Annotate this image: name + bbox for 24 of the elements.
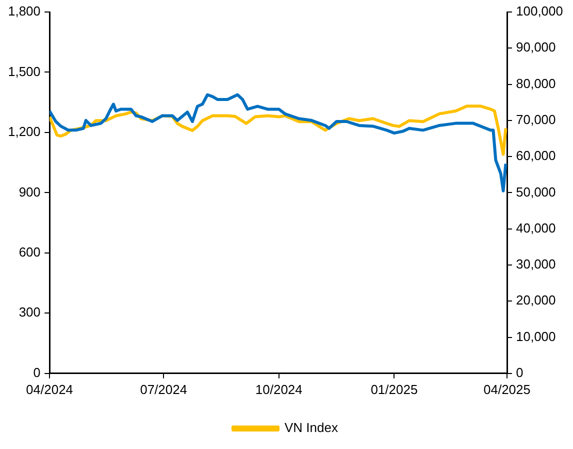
y-tick-label: 1,500 xyxy=(8,64,41,79)
y2-tick-label: 0 xyxy=(516,364,524,380)
x-tick-label: 07/2024 xyxy=(140,382,188,397)
y-tick-label: 1,800 xyxy=(8,4,41,19)
y2-tick-label: 50,000 xyxy=(516,184,556,200)
legend-label: VN Index xyxy=(284,420,338,436)
y-tick-label: 600 xyxy=(18,244,41,260)
y-tick-label: 300 xyxy=(18,304,41,320)
x-tick-label: 04/2025 xyxy=(484,382,531,397)
y2-tick-label: 30,000 xyxy=(516,256,556,272)
y2-tick-label: 10,000 xyxy=(516,328,556,344)
y2-tick-label: 100,000 xyxy=(516,4,564,19)
y2-tick-label: 60,000 xyxy=(516,148,556,164)
y-tick-label: 1,200 xyxy=(8,124,41,140)
x-tick-label: 04/2024 xyxy=(26,382,74,397)
x-tick-label: 10/2024 xyxy=(255,382,302,397)
y-tick-label: 900 xyxy=(18,184,41,200)
y2-tick-label: 70,000 xyxy=(516,112,556,127)
y2-tick-label: 20,000 xyxy=(516,292,556,308)
y2-tick-label: 40,000 xyxy=(516,220,556,236)
y2-tick-label: 90,000 xyxy=(516,40,556,55)
y-tick-label: 0 xyxy=(33,364,41,380)
x-tick-label: 01/2025 xyxy=(370,382,418,397)
y2-tick-label: 80,000 xyxy=(516,76,556,91)
